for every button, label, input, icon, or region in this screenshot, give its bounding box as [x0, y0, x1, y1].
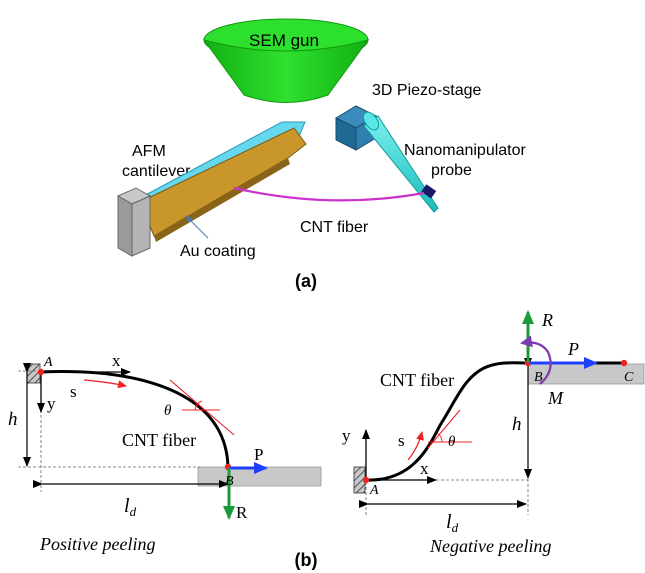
- point-b-dot: [524, 359, 532, 367]
- force-r-label: R: [541, 310, 553, 330]
- force-p-label: P: [254, 445, 263, 464]
- piezo-stage-label: 3D Piezo-stage: [372, 82, 481, 99]
- panel-a-label: (a): [295, 271, 317, 291]
- cnt-fiber-a: [233, 186, 425, 202]
- cnt-fiber-negative: [365, 361, 624, 482]
- s-label: s: [398, 431, 405, 450]
- theta-arc: [436, 432, 443, 443]
- panel-b-label: (b): [295, 550, 318, 570]
- cnt-fiber-label-a: CNT fiber: [300, 219, 369, 236]
- caption-negative: Negative peeling: [429, 536, 551, 556]
- afm-label-line2: cantilever: [122, 163, 191, 180]
- x-axis-label: x: [420, 459, 429, 478]
- point-a-dot: [37, 368, 45, 376]
- x-axis-label: x: [112, 351, 121, 370]
- moment-m-arrow: [520, 335, 552, 385]
- afm-label-line1: AFM: [132, 143, 166, 160]
- sem-gun-label: SEM gun: [249, 31, 319, 50]
- y-axis-label: y: [47, 394, 56, 413]
- au-coating-label: Au coating: [180, 243, 256, 260]
- probe-label-line1: Nanomanipulator: [404, 142, 527, 159]
- cnt-fiber-positive: [40, 370, 230, 468]
- theta-tangent: [427, 409, 461, 449]
- ld-label: ld: [124, 495, 137, 519]
- point-b-label: B: [534, 370, 543, 385]
- ld-label: ld: [446, 511, 459, 535]
- substrate-left: [197, 466, 322, 487]
- probe-icon: [362, 111, 439, 213]
- sem-gun-icon: [202, 18, 370, 103]
- fiber-label-positive: CNT fiber: [122, 430, 196, 450]
- panel-a: SEM gun 3D Piezo-stage Nanomanipulator p…: [116, 18, 527, 291]
- positive-peeling-diagram: x y A h ld s θ CNT fiber P R B Positive …: [8, 351, 322, 554]
- s-arrow: [83, 379, 127, 389]
- theta-label: θ: [448, 434, 456, 450]
- force-r-label: R: [236, 503, 248, 522]
- h-label: h: [512, 414, 522, 435]
- theta-tangent: [169, 379, 235, 436]
- s-arrow: [407, 431, 424, 461]
- force-p-label: P: [567, 339, 579, 359]
- au-coating-pointer: [185, 215, 209, 239]
- moment-m-label: M: [547, 388, 564, 408]
- theta-label: θ: [164, 403, 172, 419]
- point-a-label: A: [43, 355, 53, 370]
- s-label: s: [70, 382, 77, 401]
- fixed-support-left: [26, 363, 41, 384]
- point-b-label: B: [225, 474, 234, 489]
- probe-label-line2: probe: [431, 162, 472, 179]
- fiber-label-negative: CNT fiber: [380, 370, 454, 390]
- h-label: h: [8, 409, 18, 430]
- negative-peeling-diagram: y x A h ld s θ CNT fiber R P M B C Negat…: [342, 310, 645, 556]
- point-a-label: A: [369, 483, 379, 498]
- point-c-dot: [620, 359, 628, 367]
- theta-arc: [194, 400, 203, 411]
- point-a-dot: [362, 476, 370, 484]
- caption-positive: Positive peeling: [39, 534, 155, 554]
- point-c-label: C: [624, 370, 634, 385]
- y-axis-label: y: [342, 426, 351, 445]
